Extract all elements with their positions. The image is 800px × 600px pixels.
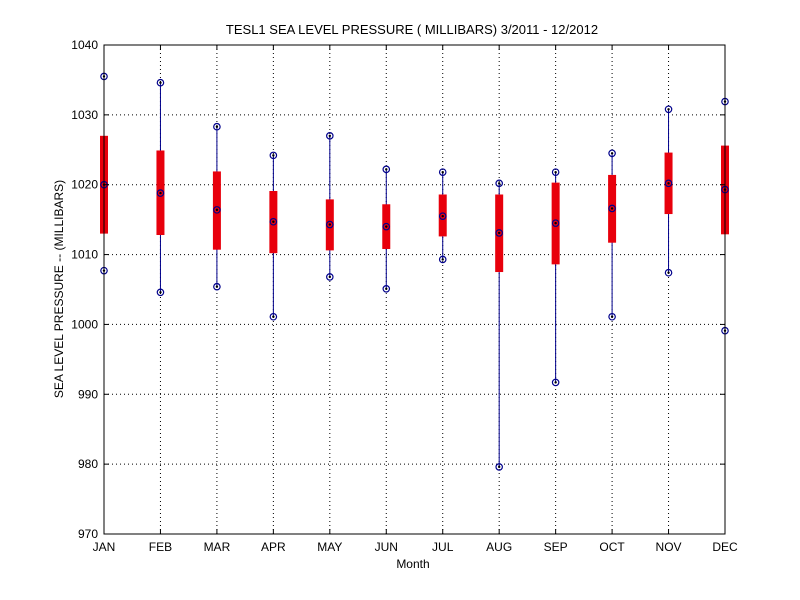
median-marker	[608, 204, 616, 213]
x-tick-label: AUG	[486, 540, 512, 554]
max-marker-dot	[441, 170, 444, 174]
box-plot-mar	[212, 122, 221, 291]
x-tick-label: NOV	[656, 540, 682, 554]
median-marker-dot	[497, 231, 501, 235]
box-plot-aug	[495, 179, 504, 471]
min-marker-dot	[497, 465, 501, 469]
min-marker-dot	[159, 291, 162, 294]
y-tick-label: 1030	[71, 108, 98, 122]
median-marker-dot	[272, 220, 275, 223]
box-plot-jun	[382, 165, 391, 293]
box-plot-nov	[664, 105, 673, 277]
max-marker	[608, 149, 616, 158]
min-marker	[213, 282, 221, 291]
max-marker-dot	[554, 170, 557, 174]
median-marker	[438, 212, 447, 220]
y-tick-label: 1010	[71, 248, 98, 262]
max-marker-dot	[159, 81, 162, 84]
min-marker-dot	[215, 285, 219, 288]
median-marker	[382, 222, 391, 231]
grid-lines	[104, 45, 725, 534]
x-tick-label: APR	[261, 540, 286, 554]
y-axis-ticks: 970 980 990 1000 1010 1020 1030 1040	[71, 38, 725, 541]
median-marker-dot	[385, 225, 388, 228]
plot-area-frame	[103, 44, 726, 535]
median-marker-dot	[215, 208, 219, 212]
min-marker	[269, 312, 278, 321]
median-marker-dot	[610, 207, 614, 210]
max-marker	[213, 122, 221, 131]
max-marker-dot	[272, 154, 275, 157]
max-marker	[382, 165, 391, 174]
max-marker	[269, 151, 278, 160]
median-marker-dot	[554, 221, 557, 225]
x-tick-label: DEC	[712, 540, 738, 554]
max-marker	[664, 105, 673, 114]
max-marker-dot	[385, 168, 388, 171]
median-marker	[156, 189, 165, 197]
min-marker	[326, 273, 334, 281]
min-marker-dot	[441, 258, 444, 261]
min-marker-dot	[554, 381, 557, 384]
y-tick-label: 980	[78, 457, 98, 471]
min-marker-dot	[272, 315, 275, 318]
max-marker	[551, 168, 560, 176]
box-plot-may	[325, 132, 334, 281]
x-tick-label: MAY	[317, 540, 342, 554]
median-marker-dot	[328, 223, 332, 226]
min-marker-dot	[667, 271, 670, 274]
min-marker	[156, 288, 165, 297]
x-axis-ticks: JAN FEB MAR APR MAY JUN JUL AUG SEP OCT NOV DEC	[93, 45, 738, 554]
box-plot-jul	[438, 168, 447, 264]
max-marker-dot	[215, 125, 219, 128]
min-marker	[608, 312, 616, 321]
x-tick-label: JAN	[93, 540, 116, 554]
median-marker-dot	[667, 182, 670, 185]
y-tick-label: 1040	[71, 38, 98, 52]
y-tick-label: 1000	[71, 317, 98, 331]
min-marker	[664, 268, 673, 277]
max-marker	[495, 179, 503, 188]
y-tick-label: 970	[78, 527, 98, 541]
max-marker-dot	[667, 108, 670, 111]
max-marker-dot	[610, 152, 614, 155]
box-plot-oct	[608, 149, 617, 321]
min-marker-dot	[610, 315, 614, 318]
max-marker	[326, 132, 334, 140]
min-marker	[438, 255, 447, 264]
median-marker	[269, 217, 278, 226]
box-plots	[100, 72, 729, 471]
median-marker-dot	[159, 191, 162, 195]
x-tick-label: JUN	[375, 540, 398, 554]
max-marker-dot	[328, 134, 332, 138]
median-marker	[495, 229, 503, 237]
min-marker	[551, 378, 560, 387]
max-marker	[438, 168, 447, 176]
median-marker	[213, 206, 221, 214]
median-marker	[326, 220, 334, 229]
x-tick-label: OCT	[599, 540, 625, 554]
min-marker-dot	[328, 275, 332, 279]
x-axis-label: Month	[396, 557, 429, 571]
median-marker-dot	[441, 214, 444, 218]
max-marker-dot	[497, 182, 501, 185]
box-plot-feb	[156, 78, 165, 297]
box-plot-sep	[551, 168, 560, 387]
y-tick-label: 990	[78, 387, 98, 401]
max-marker	[156, 78, 165, 87]
min-marker	[382, 285, 391, 293]
x-tick-label: MAR	[204, 540, 231, 554]
x-tick-label: SEP	[544, 540, 568, 554]
min-marker	[495, 463, 503, 471]
y-axis-label: SEA LEVEL PRESSURE -- (MILLIBARS)	[52, 180, 66, 398]
median-marker	[551, 219, 560, 227]
chart-title: TESL1 SEA LEVEL PRESSURE ( MILLIBARS) 3/…	[226, 22, 598, 37]
y-tick-label: 1020	[71, 178, 98, 192]
x-tick-label: FEB	[149, 540, 172, 554]
median-marker	[664, 179, 673, 188]
min-marker-dot	[385, 287, 388, 291]
box-plot-apr	[269, 151, 278, 321]
x-tick-label: JUL	[432, 540, 454, 554]
